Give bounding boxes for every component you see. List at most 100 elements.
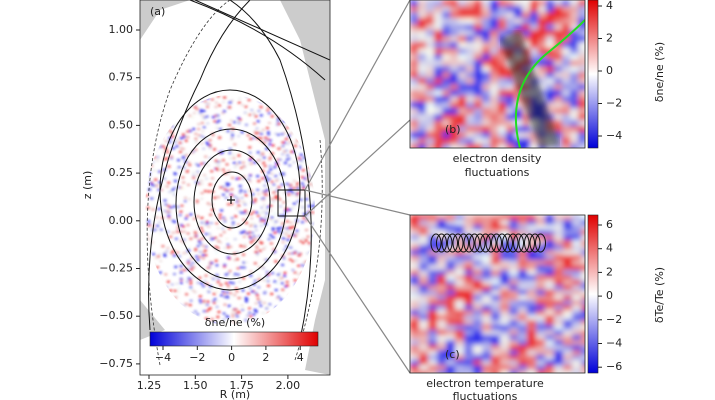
fluctuation-cell — [287, 252, 291, 255]
fluctuation-cell — [274, 103, 278, 106]
fluctuation-cell — [195, 183, 199, 186]
fluctuation-cell — [264, 139, 268, 142]
fluctuation-cell — [536, 295, 546, 301]
fluctuation-cell — [310, 281, 314, 284]
fluctuation-cell — [563, 260, 573, 266]
fluctuation-cell — [446, 355, 456, 361]
fluctuation-cell — [259, 114, 263, 117]
fluctuation-cell — [200, 121, 204, 124]
flux-surface — [193, 149, 271, 255]
fluctuation-cell — [155, 266, 159, 269]
fluctuation-cell — [474, 78, 483, 85]
fluctuation-cell — [500, 315, 510, 321]
colorbar — [149, 331, 319, 347]
fluctuation-cell — [410, 12, 419, 19]
fluctuation-cell — [464, 255, 474, 261]
fluctuation-cell — [455, 360, 465, 366]
fluctuation-cell — [209, 213, 213, 216]
fluctuation-cell — [302, 306, 306, 309]
fluctuation-cell — [196, 259, 200, 262]
fluctuation-cell — [202, 162, 206, 165]
fluctuation-cell — [176, 226, 180, 229]
fluctuation-cell — [282, 256, 286, 259]
fluctuation-cell — [500, 245, 510, 251]
fluctuation-cell — [464, 275, 474, 281]
fluctuation-cell — [275, 190, 279, 193]
fluctuation-cell — [418, 138, 427, 145]
fluctuation-cell — [282, 172, 286, 175]
fluctuation-cell — [437, 225, 447, 231]
fluctuation-cell — [410, 90, 419, 97]
fluctuation-cell — [562, 36, 571, 43]
fluctuation-cell — [410, 230, 420, 236]
fluctuation-cell — [509, 265, 519, 271]
fluctuation-cell — [522, 120, 531, 127]
fluctuation-cell — [200, 221, 204, 224]
fluctuation-cell — [506, 6, 515, 13]
fluctuation-cell — [201, 114, 205, 117]
fluctuation-cell — [249, 270, 253, 273]
fluctuation-cell — [455, 325, 465, 331]
fluctuation-cell — [152, 215, 156, 218]
fluctuation-cell — [581, 240, 585, 246]
fluctuation-cell — [437, 315, 447, 321]
fluctuation-cell — [150, 241, 154, 244]
fluctuation-cell — [527, 240, 537, 246]
fluctuation-cell — [563, 300, 573, 306]
fluctuation-cell — [434, 30, 443, 37]
fluctuation-cell — [228, 227, 232, 230]
fluctuation-cell — [410, 305, 420, 311]
fluctuation-cell — [157, 284, 161, 287]
fluctuation-cell — [290, 108, 294, 111]
fluctuation-cell — [474, 108, 483, 115]
fluctuation-cell — [500, 230, 510, 236]
fluctuation-cell — [491, 230, 501, 236]
fluctuation-cell — [455, 320, 465, 326]
fluctuation-cell — [248, 174, 252, 177]
fluctuation-cell — [238, 191, 242, 194]
fluctuation-cell — [250, 222, 254, 225]
fluctuation-cell — [410, 220, 420, 226]
fluctuation-cell — [482, 108, 491, 115]
fluctuation-cell — [205, 310, 209, 313]
fluctuation-cell — [247, 178, 251, 181]
fluctuation-cell — [158, 221, 162, 224]
fluctuation-cell — [455, 330, 465, 336]
fluctuation-cell — [554, 235, 564, 241]
fluctuation-cell — [223, 295, 227, 298]
fluctuation-cell — [299, 159, 303, 162]
fluctuation-cell — [312, 247, 315, 250]
fluctuation-cell — [215, 126, 219, 129]
fluctuation-cell — [514, 12, 523, 19]
fluctuation-cell — [546, 78, 555, 85]
fluctuation-cell — [570, 30, 579, 37]
fluctuation-cell — [226, 256, 230, 259]
fluctuation-cell — [182, 315, 186, 318]
fluctuation-cell — [455, 255, 465, 261]
fluctuation-cell — [146, 137, 150, 140]
fluctuation-cell — [482, 102, 491, 109]
fluctuation-cell — [196, 181, 200, 184]
fluctuation-cell — [275, 179, 279, 182]
fluctuation-cell — [581, 305, 585, 311]
fluctuation-cell — [490, 90, 499, 97]
fluctuation-cell — [306, 106, 310, 109]
fluctuation-cell — [173, 220, 177, 223]
fluctuation-cell — [295, 95, 299, 98]
fluctuation-cell — [200, 142, 204, 145]
fluctuation-cell — [473, 355, 483, 361]
fluctuation-cell — [563, 325, 573, 331]
fluctuation-cell — [522, 6, 531, 13]
fluctuation-cell — [514, 120, 523, 127]
fluctuation-cell — [266, 138, 270, 141]
fluctuation-cell — [536, 310, 546, 316]
fluctuation-cell — [536, 350, 546, 356]
fluctuation-cell — [473, 250, 483, 256]
fluctuation-cell — [208, 146, 212, 149]
fluctuation-cell — [554, 290, 564, 296]
fluctuation-cell — [282, 120, 286, 123]
fluctuation-cell — [434, 12, 443, 19]
fluctuation-cell — [178, 141, 182, 144]
fluctuation-cell — [291, 206, 295, 209]
fluctuation-cell — [498, 0, 507, 7]
